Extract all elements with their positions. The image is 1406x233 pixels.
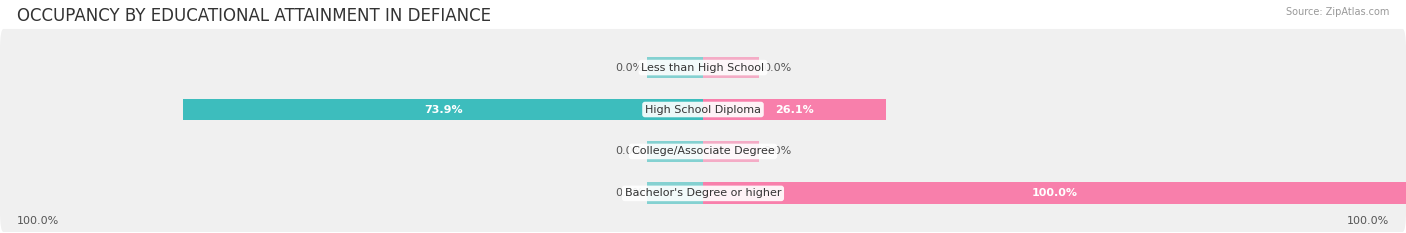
Bar xyxy=(703,57,759,79)
Text: 100.0%: 100.0% xyxy=(1032,188,1077,198)
Bar xyxy=(703,99,886,120)
Text: 0.0%: 0.0% xyxy=(762,63,792,72)
Text: 100.0%: 100.0% xyxy=(1347,216,1389,226)
Text: 100.0%: 100.0% xyxy=(17,216,59,226)
FancyBboxPatch shape xyxy=(0,71,1406,148)
Text: Less than High School: Less than High School xyxy=(641,63,765,72)
Bar xyxy=(647,182,703,204)
Text: Bachelor's Degree or higher: Bachelor's Degree or higher xyxy=(624,188,782,198)
Text: OCCUPANCY BY EDUCATIONAL ATTAINMENT IN DEFIANCE: OCCUPANCY BY EDUCATIONAL ATTAINMENT IN D… xyxy=(17,7,491,25)
Text: High School Diploma: High School Diploma xyxy=(645,105,761,114)
Text: 0.0%: 0.0% xyxy=(614,63,644,72)
Bar xyxy=(703,140,759,162)
Text: 26.1%: 26.1% xyxy=(775,105,814,114)
Text: Source: ZipAtlas.com: Source: ZipAtlas.com xyxy=(1285,7,1389,17)
FancyBboxPatch shape xyxy=(0,113,1406,190)
Text: 0.0%: 0.0% xyxy=(762,147,792,156)
FancyBboxPatch shape xyxy=(0,29,1406,106)
Text: 73.9%: 73.9% xyxy=(425,105,463,114)
Text: College/Associate Degree: College/Associate Degree xyxy=(631,147,775,156)
FancyBboxPatch shape xyxy=(0,155,1406,232)
Text: 0.0%: 0.0% xyxy=(614,188,644,198)
Bar xyxy=(703,182,1406,204)
Bar xyxy=(647,140,703,162)
Bar xyxy=(183,99,703,120)
Text: 0.0%: 0.0% xyxy=(614,147,644,156)
Bar xyxy=(647,57,703,79)
